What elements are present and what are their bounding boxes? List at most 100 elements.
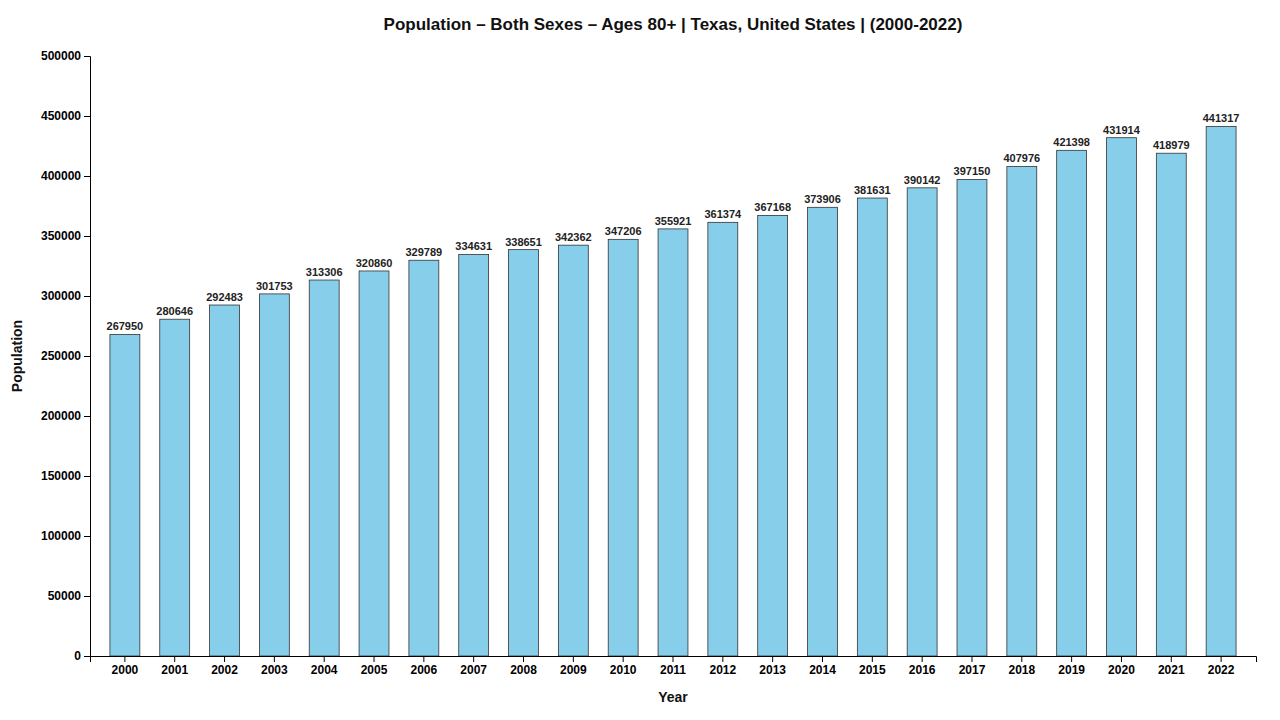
tick-label: 50000 — [48, 589, 82, 603]
data-label: 418979 — [1153, 139, 1190, 151]
x-tick: 2003 — [261, 656, 288, 677]
tick-label: 2007 — [460, 663, 487, 677]
tick-mark — [174, 656, 175, 662]
data-label: 342362 — [555, 231, 592, 243]
data-label: 334631 — [455, 240, 492, 252]
data-label: 390142 — [904, 174, 941, 186]
bar — [160, 319, 190, 656]
bars — [110, 126, 1236, 656]
data-label: 367168 — [754, 201, 791, 213]
tick-mark — [324, 656, 325, 662]
x-tick: 2019 — [1058, 656, 1085, 677]
tick-mark — [722, 656, 723, 662]
tick-label: 2009 — [560, 663, 587, 677]
x-tick: 2014 — [809, 656, 836, 677]
tick-mark — [473, 656, 474, 662]
y-tick: 400000 — [41, 169, 90, 183]
tick-label: 100000 — [41, 529, 81, 543]
x-tick: 2008 — [510, 656, 537, 677]
tick-mark — [423, 656, 424, 662]
tick-mark — [872, 656, 873, 662]
x-tick: 2009 — [560, 656, 587, 677]
tick-label: 2022 — [1208, 663, 1235, 677]
bar — [1057, 150, 1087, 656]
data-label: 355921 — [655, 215, 692, 227]
tick-label: 2017 — [959, 663, 986, 677]
bar — [210, 305, 240, 656]
x-tick: 2018 — [1008, 656, 1035, 677]
tick-mark — [84, 296, 90, 297]
chart: 2679502806462924833017533133063208603297… — [0, 0, 1280, 720]
tick-mark — [971, 656, 972, 662]
tick-label: 150000 — [41, 469, 81, 483]
plot-area: 2679502806462924833017533133063208603297… — [41, 49, 1257, 676]
tick-label: 300000 — [41, 289, 81, 303]
x-axis: 2000200120022003200420052006200720082009… — [91, 656, 1257, 677]
tick-label: 2020 — [1108, 663, 1135, 677]
bar — [1156, 153, 1186, 656]
y-tick: 100000 — [41, 529, 90, 543]
bar — [409, 260, 439, 656]
bar — [459, 254, 489, 656]
bar — [808, 207, 838, 656]
tick-mark — [84, 176, 90, 177]
data-labels: 2679502806462924833017533133063208603297… — [107, 112, 1240, 332]
x-tick: 2005 — [361, 656, 388, 677]
y-tick: 50000 — [48, 589, 90, 603]
tick-mark — [1121, 656, 1122, 662]
x-tick: 2017 — [959, 656, 986, 677]
tick-mark — [1171, 656, 1172, 662]
tick-label: 2021 — [1158, 663, 1185, 677]
bar — [509, 250, 539, 656]
bar — [857, 198, 887, 656]
y-tick: 0 — [74, 649, 90, 663]
tick-label: 400000 — [41, 169, 81, 183]
tick-label: 2001 — [161, 663, 188, 677]
y-tick: 250000 — [41, 349, 90, 363]
tick-label: 2005 — [361, 663, 388, 677]
tick-label: 2004 — [311, 663, 338, 677]
bar — [259, 294, 289, 656]
data-label: 347206 — [605, 225, 642, 237]
data-label: 313306 — [306, 266, 343, 278]
tick-mark — [922, 656, 923, 662]
tick-label: 450000 — [41, 109, 81, 123]
data-label: 441317 — [1203, 112, 1240, 124]
data-label: 338651 — [505, 236, 542, 248]
y-tick: 450000 — [41, 109, 90, 123]
tick-mark — [224, 656, 225, 662]
data-label: 431914 — [1103, 124, 1141, 136]
bar — [359, 271, 389, 656]
tick-mark — [274, 656, 275, 662]
data-label: 373906 — [804, 193, 841, 205]
title: Population – Both Sexes – Ages 80+ | Tex… — [384, 15, 963, 34]
y-axis: 0500001000001500002000002500003000003500… — [41, 49, 91, 663]
y-tick: 300000 — [41, 289, 90, 303]
x-tick: 2007 — [460, 656, 487, 677]
data-label: 407976 — [1003, 152, 1040, 164]
tick-mark — [84, 416, 90, 417]
tick-label: 2008 — [510, 663, 537, 677]
data-label: 361374 — [704, 208, 742, 220]
x-tick: 2022 — [1208, 656, 1235, 677]
tick-label: 350000 — [41, 229, 81, 243]
tick-mark — [124, 656, 125, 662]
x-tick: 2004 — [311, 656, 338, 677]
bar — [658, 229, 688, 656]
bar — [558, 245, 588, 656]
tick-mark — [623, 656, 624, 662]
tick-label: 2011 — [660, 663, 686, 677]
tick-label: 2012 — [709, 663, 736, 677]
bar — [1007, 166, 1037, 656]
x-tick: 2021 — [1158, 656, 1185, 677]
tick-mark — [573, 656, 574, 662]
tick-label: 2019 — [1058, 663, 1085, 677]
tick-mark — [84, 56, 90, 57]
data-label: 381631 — [854, 184, 891, 196]
x-tick: 2006 — [411, 656, 438, 677]
tick-label: 2006 — [411, 663, 438, 677]
tick-label: 500000 — [41, 49, 81, 63]
y-tick: 150000 — [41, 469, 90, 483]
bar — [758, 215, 788, 656]
x-tick: 2020 — [1108, 656, 1135, 677]
